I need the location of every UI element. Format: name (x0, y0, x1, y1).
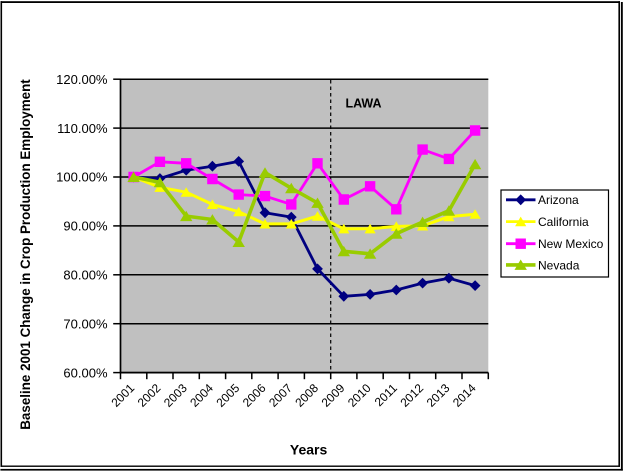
svg-text:California: California (538, 215, 589, 229)
svg-text:110.00%: 110.00% (57, 121, 108, 136)
svg-text:Years: Years (290, 442, 328, 458)
svg-text:70.00%: 70.00% (63, 316, 108, 331)
svg-text:60.00%: 60.00% (63, 365, 108, 380)
svg-text:120.00%: 120.00% (56, 72, 108, 87)
svg-text:90.00%: 90.00% (63, 219, 108, 234)
svg-text:80.00%: 80.00% (63, 268, 108, 283)
svg-text:100.00%: 100.00% (56, 170, 108, 185)
svg-text:Nevada: Nevada (538, 258, 580, 272)
svg-text:New Mexico: New Mexico (538, 237, 604, 251)
svg-text:LAWA: LAWA (345, 97, 381, 111)
svg-text:Arizona: Arizona (538, 193, 579, 207)
svg-text:Baseline 2001 Change in Crop P: Baseline 2001 Change in Crop Production … (18, 79, 33, 430)
